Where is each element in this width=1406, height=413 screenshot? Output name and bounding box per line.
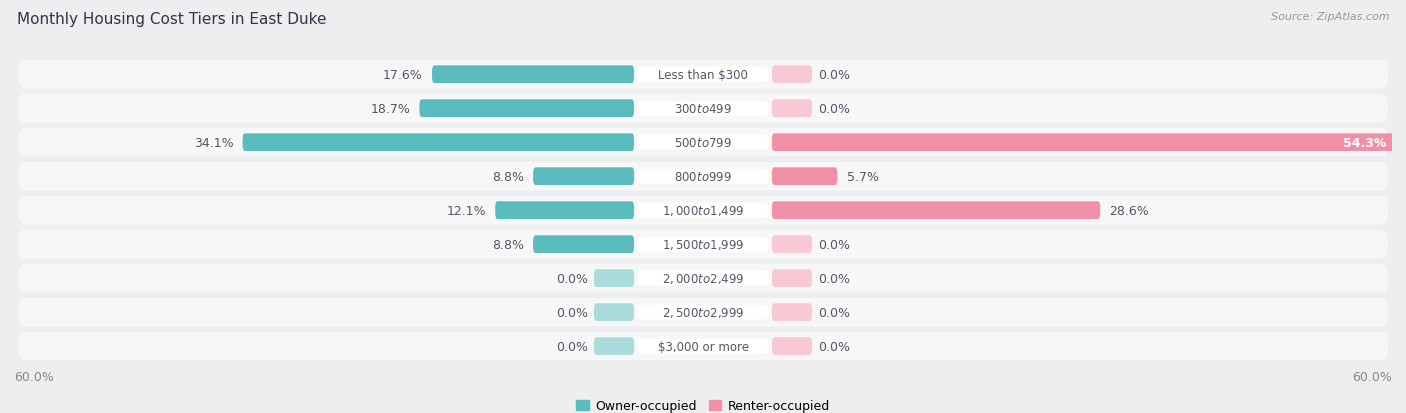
FancyBboxPatch shape	[243, 134, 634, 152]
FancyBboxPatch shape	[772, 337, 813, 355]
FancyBboxPatch shape	[637, 102, 769, 116]
Text: Less than $300: Less than $300	[658, 69, 748, 81]
Text: 54.3%: 54.3%	[1343, 136, 1386, 149]
Text: 0.0%: 0.0%	[818, 340, 849, 353]
FancyBboxPatch shape	[17, 162, 1389, 191]
Text: $300 to $499: $300 to $499	[673, 102, 733, 115]
FancyBboxPatch shape	[637, 68, 769, 83]
Text: 0.0%: 0.0%	[818, 238, 849, 251]
Text: 28.6%: 28.6%	[1109, 204, 1149, 217]
Text: 0.0%: 0.0%	[557, 306, 588, 319]
Text: 60.0%: 60.0%	[14, 370, 53, 383]
FancyBboxPatch shape	[533, 168, 634, 185]
FancyBboxPatch shape	[772, 304, 813, 321]
FancyBboxPatch shape	[17, 95, 1389, 123]
FancyBboxPatch shape	[637, 203, 769, 218]
FancyBboxPatch shape	[637, 135, 769, 150]
Text: $3,000 or more: $3,000 or more	[658, 340, 748, 353]
FancyBboxPatch shape	[593, 337, 634, 355]
FancyBboxPatch shape	[17, 298, 1389, 327]
Text: 18.7%: 18.7%	[370, 102, 411, 115]
FancyBboxPatch shape	[772, 134, 1395, 152]
Text: 12.1%: 12.1%	[446, 204, 486, 217]
Text: 0.0%: 0.0%	[557, 272, 588, 285]
Text: Monthly Housing Cost Tiers in East Duke: Monthly Housing Cost Tiers in East Duke	[17, 12, 326, 27]
FancyBboxPatch shape	[17, 128, 1389, 157]
FancyBboxPatch shape	[637, 169, 769, 184]
FancyBboxPatch shape	[772, 236, 813, 253]
Text: 17.6%: 17.6%	[382, 69, 423, 81]
Legend: Owner-occupied, Renter-occupied: Owner-occupied, Renter-occupied	[571, 394, 835, 413]
FancyBboxPatch shape	[17, 332, 1389, 361]
Text: 60.0%: 60.0%	[1353, 370, 1392, 383]
Text: $800 to $999: $800 to $999	[673, 170, 733, 183]
FancyBboxPatch shape	[772, 168, 838, 185]
Text: 5.7%: 5.7%	[846, 170, 879, 183]
FancyBboxPatch shape	[17, 61, 1389, 89]
Text: 34.1%: 34.1%	[194, 136, 233, 149]
FancyBboxPatch shape	[637, 271, 769, 286]
Text: $500 to $799: $500 to $799	[673, 136, 733, 149]
FancyBboxPatch shape	[432, 66, 634, 84]
Text: $1,500 to $1,999: $1,500 to $1,999	[662, 237, 744, 252]
FancyBboxPatch shape	[419, 100, 634, 118]
FancyBboxPatch shape	[637, 237, 769, 252]
FancyBboxPatch shape	[772, 100, 813, 118]
FancyBboxPatch shape	[772, 202, 1101, 219]
FancyBboxPatch shape	[637, 339, 769, 354]
FancyBboxPatch shape	[17, 230, 1389, 259]
FancyBboxPatch shape	[593, 270, 634, 287]
FancyBboxPatch shape	[495, 202, 634, 219]
Text: 0.0%: 0.0%	[818, 102, 849, 115]
FancyBboxPatch shape	[17, 197, 1389, 225]
Text: 0.0%: 0.0%	[818, 272, 849, 285]
Text: 8.8%: 8.8%	[492, 238, 524, 251]
FancyBboxPatch shape	[637, 305, 769, 320]
Text: 0.0%: 0.0%	[818, 306, 849, 319]
FancyBboxPatch shape	[593, 304, 634, 321]
FancyBboxPatch shape	[17, 264, 1389, 293]
FancyBboxPatch shape	[533, 236, 634, 253]
Text: 0.0%: 0.0%	[818, 69, 849, 81]
Text: 8.8%: 8.8%	[492, 170, 524, 183]
Text: $2,500 to $2,999: $2,500 to $2,999	[662, 305, 744, 319]
Text: $1,000 to $1,499: $1,000 to $1,499	[662, 204, 744, 218]
Text: Source: ZipAtlas.com: Source: ZipAtlas.com	[1271, 12, 1389, 22]
FancyBboxPatch shape	[772, 66, 813, 84]
FancyBboxPatch shape	[772, 270, 813, 287]
Text: $2,000 to $2,499: $2,000 to $2,499	[662, 271, 744, 285]
Text: 0.0%: 0.0%	[557, 340, 588, 353]
